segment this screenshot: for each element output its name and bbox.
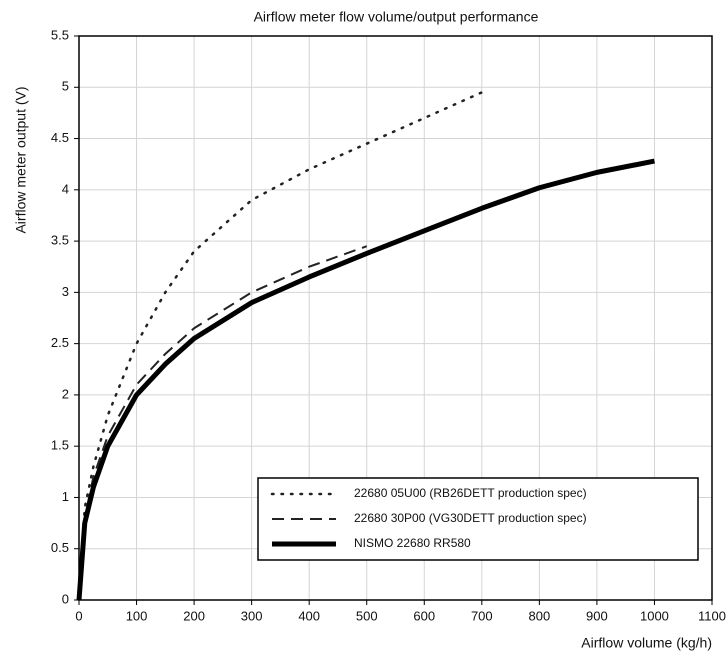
chart-title: Airflow meter flow volume/output perform… (254, 9, 539, 25)
x-tick-label: 0 (75, 608, 82, 623)
legend-label: 22680 05U00 (RB26DETT production spec) (354, 486, 587, 500)
legend-label: NISMO 22680 RR580 (354, 536, 471, 550)
y-tick-label: 0.5 (51, 540, 69, 555)
y-tick-label: 1 (62, 489, 69, 504)
x-tick-label: 800 (529, 608, 551, 623)
y-tick-label: 3.5 (51, 233, 69, 248)
x-tick-label: 1100 (698, 608, 726, 623)
series-line (77, 91, 484, 602)
x-tick-label: 300 (241, 608, 263, 623)
y-tick-label: 4 (62, 181, 69, 196)
y-tick-label: 5.5 (51, 27, 69, 42)
y-tick-label: 5 (62, 79, 69, 94)
x-tick-label: 100 (126, 608, 148, 623)
y-tick-label: 0 (62, 591, 69, 606)
x-tick-label: 200 (183, 608, 205, 623)
x-tick-label: 1000 (640, 608, 669, 623)
series-line (76, 158, 655, 601)
x-axis-label: Airflow volume (kg/h) (581, 635, 712, 651)
y-tick-label: 1.5 (51, 438, 69, 453)
plot-frame (78, 35, 713, 601)
x-tick-label: 400 (298, 608, 320, 623)
legend-label: 22680 30P00 (VG30DETT production spec) (354, 511, 587, 525)
x-tick-label: 500 (356, 608, 378, 623)
x-tick-label: 900 (586, 608, 608, 623)
x-tick-label: 600 (413, 608, 435, 623)
y-tick-label: 4.5 (51, 130, 69, 145)
y-axis-label: Airflow meter output (V) (13, 86, 29, 233)
y-tick-label: 2 (62, 386, 69, 401)
y-tick-label: 2.5 (51, 335, 69, 350)
y-tick-label: 3 (62, 284, 69, 299)
x-tick-label: 700 (471, 608, 493, 623)
